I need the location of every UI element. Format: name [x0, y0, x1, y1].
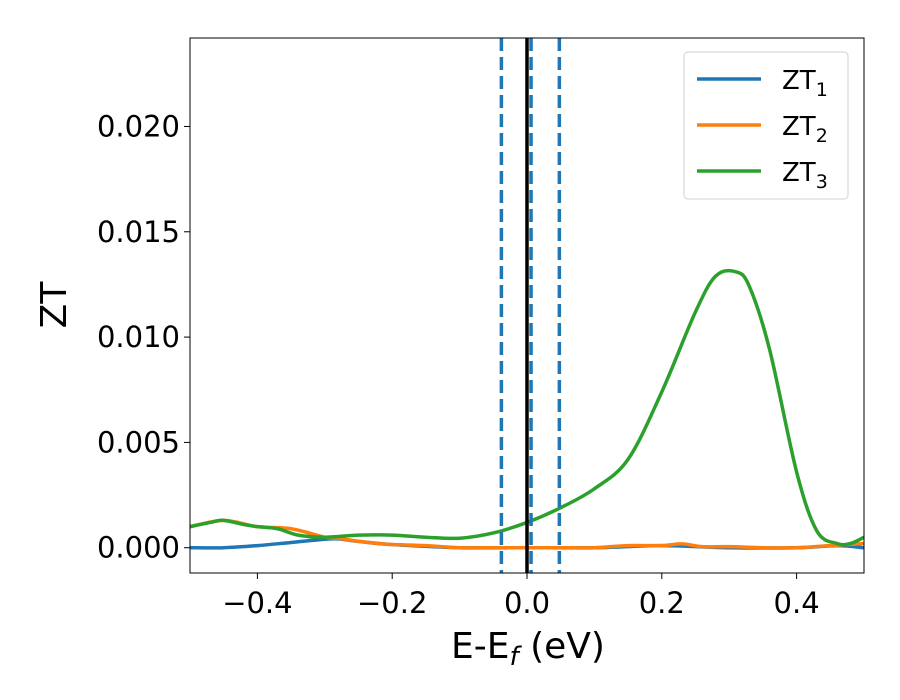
x-tick-label: 0.0: [504, 586, 550, 620]
y-tick-label: 0.000: [97, 531, 180, 565]
legend-label-zt1: ZT1: [782, 66, 828, 101]
y-axis-label: ZT: [34, 281, 75, 329]
x-tick-label: 0.4: [774, 586, 820, 620]
series-line-zt3: [190, 268, 864, 547]
legend-box: [683, 51, 849, 200]
x-axis-label: E-Ef (eV): [451, 626, 605, 672]
series-layer: [190, 268, 864, 550]
y-tick-label: 0.015: [97, 215, 180, 249]
x-tick-label: −0.4: [222, 586, 292, 620]
y-axis: 0.000 0.005 0.010 0.015 0.020: [97, 109, 190, 565]
x-axis: −0.4 −0.2 0.0 0.2 0.4: [222, 573, 820, 620]
legend-label-zt2: ZT2: [782, 112, 828, 147]
x-tick-label: 0.2: [639, 586, 685, 620]
y-tick-label: 0.020: [97, 109, 180, 143]
x-tick-label: −0.2: [357, 586, 427, 620]
y-tick-label: 0.010: [97, 320, 180, 354]
legend-label-zt3: ZT3: [782, 158, 828, 193]
y-tick-label: 0.005: [97, 425, 180, 459]
reference-lines: [499, 38, 562, 573]
legend: ZT1 ZT2 ZT3: [683, 51, 849, 200]
